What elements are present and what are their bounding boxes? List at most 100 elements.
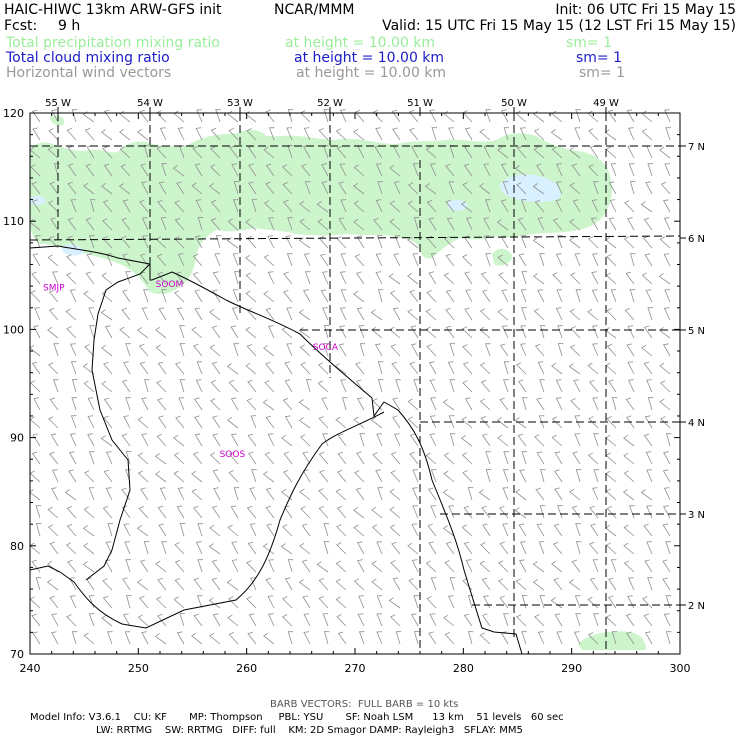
wind-barb [575, 523, 581, 537]
wind-barb [571, 505, 581, 519]
wind-barb [540, 469, 546, 483]
station-soca: SOCA [313, 343, 339, 353]
wind-barb [31, 613, 41, 627]
wind-barb [193, 505, 203, 519]
wind-barb [249, 523, 257, 537]
wind-barb [48, 236, 59, 249]
wind-barb [641, 128, 653, 141]
wind-barb [335, 560, 347, 573]
wind-barb [627, 145, 635, 159]
wind-barb [195, 127, 203, 141]
wind-barb [557, 235, 563, 249]
wind-barb [409, 451, 419, 465]
wind-barb [303, 631, 311, 645]
parallel-lines [29, 145, 681, 606]
wind-barb [514, 507, 527, 519]
wind-barb [641, 272, 653, 285]
wind-barb [179, 523, 186, 537]
wind-barb [426, 290, 437, 303]
wind-barb [392, 415, 401, 429]
wind-barb [157, 397, 167, 411]
wind-barb [464, 271, 473, 285]
wind-barb [539, 253, 545, 267]
wind-barb [430, 253, 437, 267]
wind-barb [83, 380, 95, 393]
wind-barb [318, 506, 329, 519]
wind-barb [246, 505, 257, 519]
wind-barb [209, 524, 221, 537]
wind-barb [84, 344, 95, 357]
wind-barb [246, 344, 257, 357]
wind-barb [587, 362, 599, 375]
wind-barb [338, 343, 347, 357]
wind-barb [606, 506, 617, 519]
wind-barb [389, 200, 401, 213]
wind-barb [643, 523, 653, 537]
wind-barb [299, 542, 311, 555]
wind-barb [662, 469, 671, 483]
wind-barb [483, 217, 491, 231]
wind-barb [555, 379, 563, 393]
wind-barb [537, 217, 545, 231]
wind-barb [282, 596, 293, 609]
wind-barb [353, 200, 365, 213]
field-label-wind: Horizontal wind vectors [6, 65, 172, 81]
wind-barb [303, 253, 311, 267]
wind-barb [82, 525, 95, 537]
wind-barb [424, 183, 437, 195]
wind-barb [122, 577, 131, 591]
y-tick-label: 80 [10, 540, 24, 553]
wind-barb [227, 110, 239, 123]
precip-area-4 [240, 129, 266, 138]
wind-barb [552, 541, 563, 555]
wind-barb [85, 217, 95, 231]
wind-barb [210, 199, 221, 213]
wind-barb [625, 613, 635, 627]
wind-barb [359, 343, 366, 357]
wind-barb [155, 560, 167, 573]
wind-barb [353, 128, 365, 141]
wind-barb [390, 560, 401, 573]
wind-barb [122, 289, 131, 303]
wind-barb [104, 325, 113, 339]
wind-barb [248, 181, 257, 195]
wind-barb [88, 235, 95, 249]
wind-barb [534, 199, 545, 213]
wind-barb [663, 451, 671, 465]
wind-barb [35, 235, 41, 249]
wind-barb [267, 271, 275, 285]
wind-barb [663, 487, 671, 501]
wind-barb [357, 559, 365, 573]
wind-barb [262, 471, 275, 483]
wind-barb [518, 253, 527, 267]
wind-barb [395, 631, 402, 645]
wind-barb [665, 541, 672, 555]
wind-barb [125, 397, 131, 411]
wind-barb [69, 433, 77, 447]
wind-barb [303, 613, 311, 627]
wind-barb [445, 307, 455, 321]
wind-barb [354, 109, 365, 123]
wind-barb [372, 398, 383, 411]
wind-barb [232, 253, 239, 267]
wind-barb [391, 361, 401, 375]
wind-barb [67, 145, 77, 159]
wind-barb [30, 290, 41, 303]
wind-barb [103, 397, 113, 411]
wind-barb [376, 433, 383, 447]
wind-barb [298, 417, 311, 429]
wind-barb [532, 561, 545, 573]
field-smooth-wind: sm= 1 [579, 65, 626, 81]
wind-barb [443, 110, 455, 123]
wind-barb [500, 163, 509, 177]
wind-barb [157, 505, 167, 519]
y-tick-label: 110 [3, 215, 24, 228]
wind-barb [664, 289, 671, 303]
lon-label: 49 W [593, 98, 619, 109]
wind-barb [161, 289, 167, 303]
wind-barb [318, 362, 329, 375]
wind-barb [317, 218, 329, 231]
wind-barb [173, 452, 185, 465]
wind-barb [501, 289, 509, 303]
wind-barb [67, 559, 77, 573]
